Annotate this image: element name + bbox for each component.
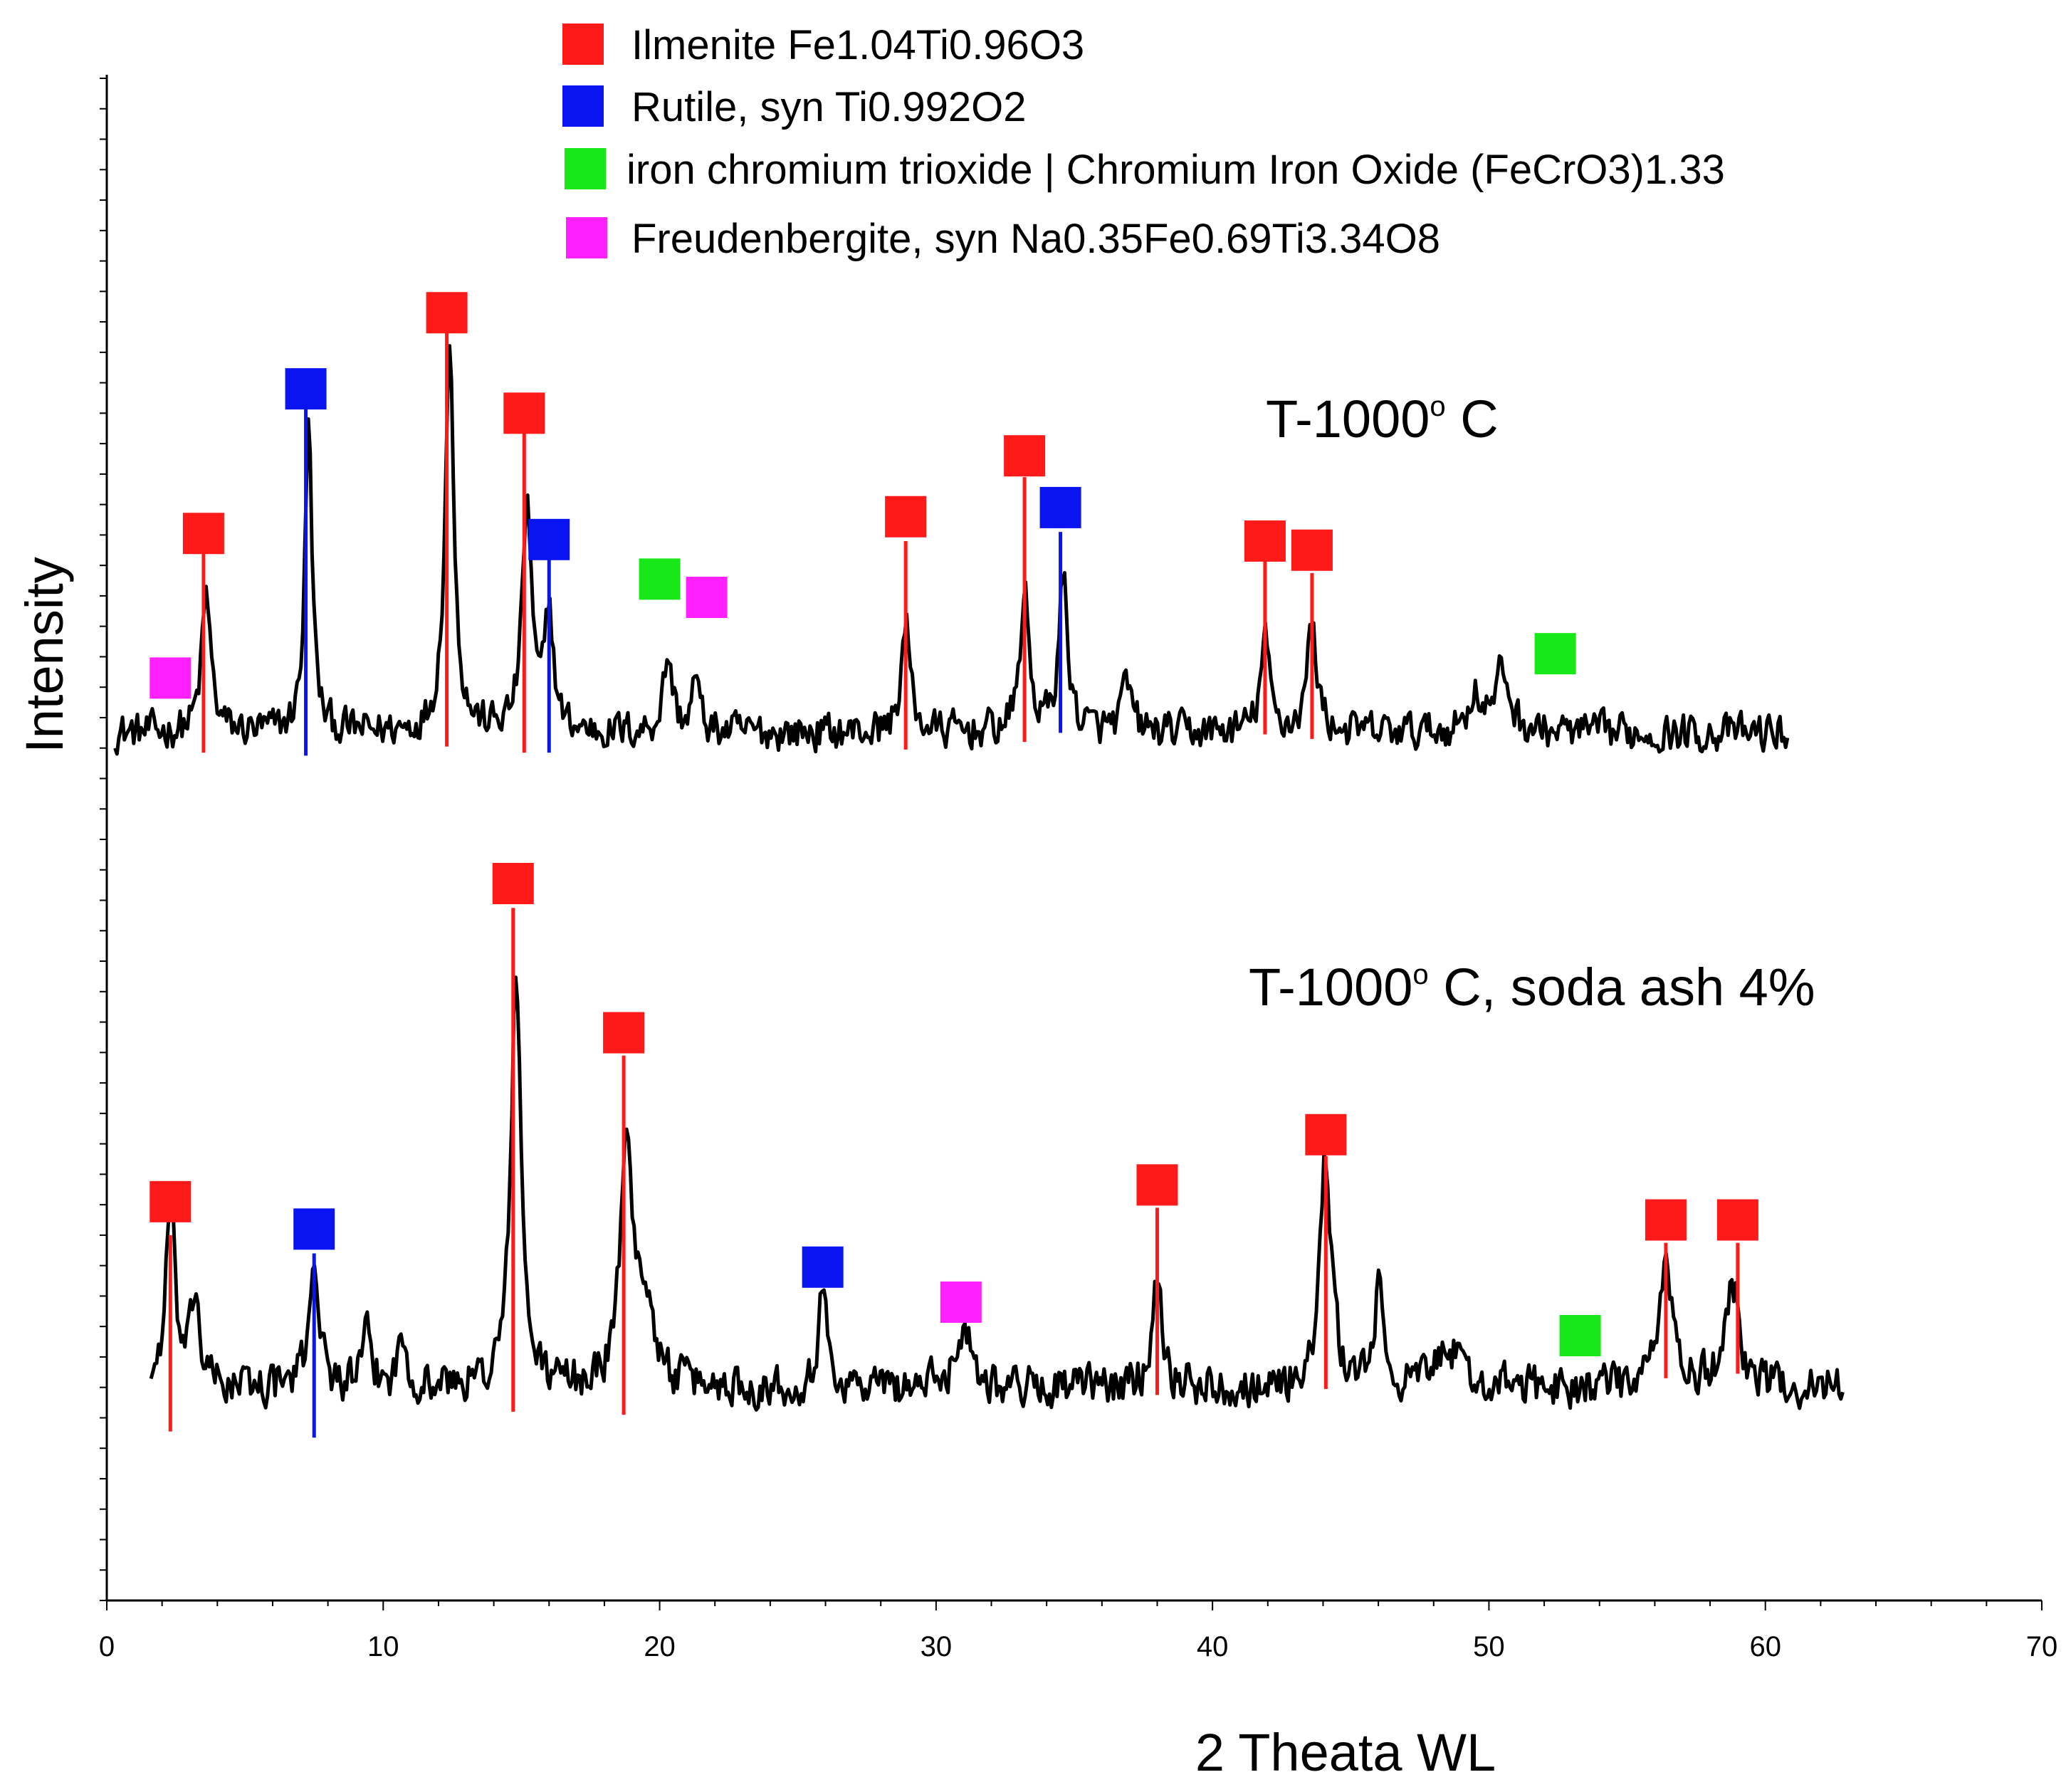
series-trace: [113, 344, 1790, 756]
peak-marker-ilmenite: [1305, 1114, 1347, 1156]
peak-marker-ilmenite: [1716, 1199, 1758, 1241]
peak-marker-ilmenite: [1291, 529, 1333, 571]
peak-marker-ilmenite: [150, 1180, 192, 1222]
x-axis-title: 2 Theata WL: [1195, 1723, 1496, 1782]
peak-marker-rutile: [802, 1246, 844, 1288]
peak-marker-ilmenite: [182, 513, 224, 555]
peak-marker-chromium: [1559, 1314, 1601, 1356]
peak-marker-freudenbergite: [150, 657, 192, 699]
peak-marker-ilmenite: [426, 292, 468, 334]
peak-marker-ilmenite: [503, 392, 545, 434]
series-trace: [149, 975, 1845, 1412]
x-tick-label: 70: [2026, 1631, 2058, 1662]
y-axis-title: Intensity: [15, 557, 74, 753]
peak-marker-ilmenite: [1244, 520, 1286, 562]
series-label: T-1000o C, soda ash 4%: [1249, 958, 1815, 1017]
peak-marker-rutile: [528, 518, 570, 560]
legend-swatch-ilmenite: [562, 23, 604, 65]
legend-swatch-rutile: [562, 85, 604, 127]
peak-marker-ilmenite: [1136, 1164, 1178, 1206]
series-2: T-1000o C, soda ash 4%: [149, 863, 1845, 1438]
legend-item-rutile: Rutile, syn Ti0.992O2: [562, 84, 1027, 130]
legend-item-chromium: iron chromium trioxide | Chromium Iron O…: [565, 147, 1725, 193]
peak-marker-rutile: [293, 1208, 335, 1250]
x-tick-label: 0: [99, 1631, 115, 1662]
legend-label-ilmenite: Ilmenite Fe1.04Ti0.96O3: [631, 22, 1084, 68]
peak-marker-chromium: [1534, 633, 1576, 675]
series-1: T-1000o C: [113, 292, 1790, 756]
x-tick-label: 30: [921, 1631, 953, 1662]
x-tick-label: 20: [644, 1631, 676, 1662]
peak-marker-rutile: [1039, 486, 1081, 528]
x-tick-label: 40: [1197, 1631, 1229, 1662]
legend-swatch-freudenbergite: [566, 217, 607, 258]
plot-area: T-1000o C T-1000o C, soda ash 4%: [113, 292, 1845, 1438]
peak-marker-chromium: [639, 558, 681, 600]
x-tick-label: 60: [1749, 1631, 1781, 1662]
legend-item-ilmenite: Ilmenite Fe1.04Ti0.96O3: [562, 22, 1084, 68]
peak-marker-freudenbergite: [686, 577, 728, 619]
legend-label-rutile: Rutile, syn Ti0.992O2: [631, 84, 1027, 130]
x-tick-label: 50: [1473, 1631, 1505, 1662]
peak-marker-ilmenite: [1004, 435, 1046, 477]
legend-swatch-chromium: [565, 148, 606, 189]
x-tick-label: 10: [367, 1631, 399, 1662]
legend-label-freudenbergite: Freudenbergite, syn Na0.35Fe0.69Ti3.34O8: [631, 216, 1440, 262]
series-label: T-1000o C: [1266, 389, 1499, 449]
legend-item-freudenbergite: Freudenbergite, syn Na0.35Fe0.69Ti3.34O8: [566, 216, 1440, 262]
peak-marker-ilmenite: [1645, 1199, 1687, 1241]
peak-marker-freudenbergite: [940, 1281, 982, 1323]
legend-label-chromium: iron chromium trioxide | Chromium Iron O…: [626, 147, 1725, 193]
legend: Ilmenite Fe1.04Ti0.96O3 Rutile, syn Ti0.9…: [562, 22, 1725, 262]
peak-marker-ilmenite: [492, 863, 534, 905]
peak-marker-ilmenite: [885, 496, 927, 538]
peak-marker-rutile: [285, 368, 327, 410]
peak-marker-ilmenite: [603, 1012, 645, 1054]
axes: 0 10 20 30 40 50 60 70: [99, 75, 2057, 1662]
